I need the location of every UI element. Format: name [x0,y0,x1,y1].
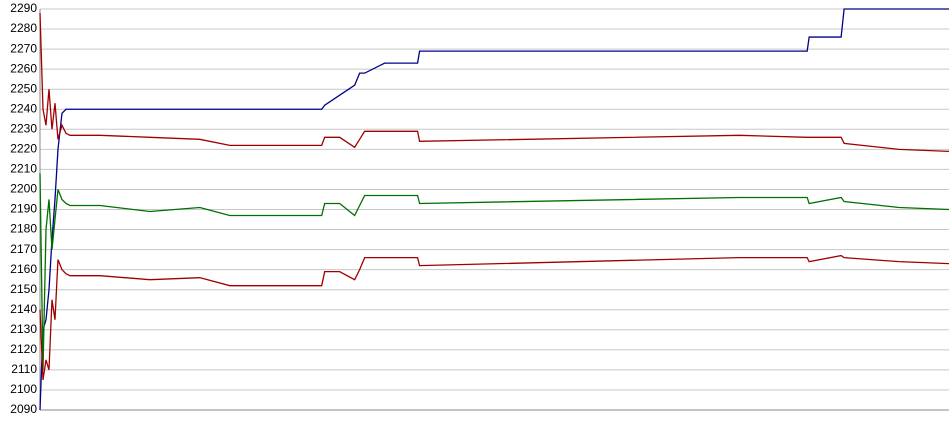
y-tick-label: 2240 [10,101,37,115]
series-line [39,12,950,153]
y-tick-label: 2100 [10,382,37,396]
y-tick-label: 2140 [10,302,37,316]
y-tick-label: 2170 [10,242,37,256]
y-tick-label: 2210 [10,162,37,176]
y-tick-label: 2250 [10,81,37,95]
series-line [39,173,950,370]
y-tick-label: 2290 [10,1,37,15]
y-tick-label: 2120 [10,342,37,356]
y-tick-label: 2090 [10,402,37,416]
y-tick-label: 2130 [10,322,37,336]
y-tick-label: 2150 [10,282,37,296]
series-line [39,8,949,411]
y-tick-label: 2220 [10,142,37,156]
y-tick-label: 2270 [10,41,37,55]
y-tick-label: 2110 [11,362,37,376]
y-tick-label: 2200 [10,182,37,196]
y-tick-label: 2230 [10,121,37,135]
y-tick-label: 2190 [10,202,37,216]
series-line [39,254,950,381]
y-tick-label: 2260 [10,61,37,75]
y-tick-label: 2280 [10,21,37,35]
y-tick-label: 2160 [10,262,37,276]
y-tick-label: 2180 [10,222,37,236]
